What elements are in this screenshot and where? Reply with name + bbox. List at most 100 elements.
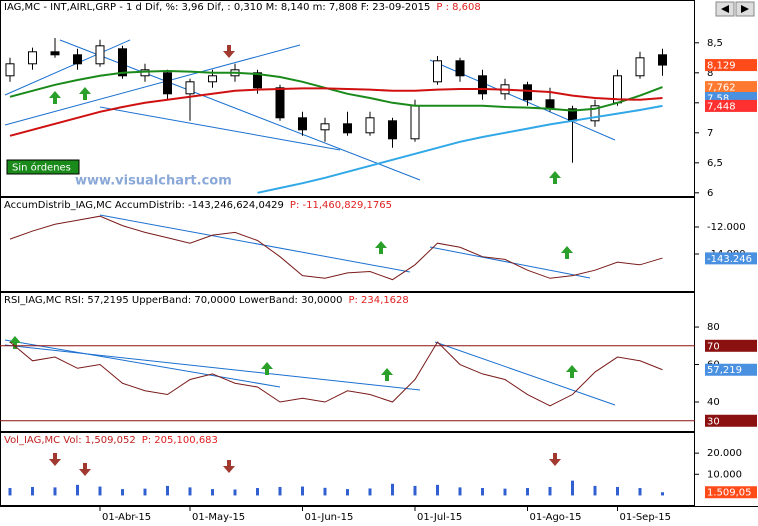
x-tick-label: 01-May-15 [192,512,245,523]
trend-line [429,246,591,279]
up-arrow [79,87,91,100]
x-tick-label: 01-Jul-15 [417,512,462,523]
y-tick-label: 6 [707,188,713,199]
volume-bar [76,484,79,496]
up-arrow [561,246,573,259]
value-badge [705,252,757,265]
candle-body [253,72,262,89]
volume-bar [166,485,169,496]
y-tick-label: 80 [707,322,720,333]
signal-arrows [9,45,578,476]
down-arrow [223,45,235,58]
volume-bar [548,486,552,496]
volume-bar [458,487,462,496]
volume-bar [301,486,304,496]
value-badge [705,81,757,94]
value-badge [705,414,757,427]
button-icons [721,5,749,13]
volume-bar [143,488,147,496]
down-arrow [49,453,61,466]
panel-title: IAG,MC - INT,AIRL,GRP - 1 d Dif, %: 3,96… [4,2,430,13]
candle-body [320,123,330,131]
candle-body [118,48,127,77]
panel-title: Vol_IAG,MC Vol: 1,509,052 [4,435,136,446]
candle-body [388,120,397,140]
buy-arrows [9,87,578,381]
value-badge-label: -143.246 [707,254,752,265]
sell-arrows [49,45,561,476]
candle-body [73,54,82,65]
orders-button-label[interactable]: Sin órdenes [12,162,71,174]
rsi-panel [0,292,695,432]
y-tick-label: 7 [707,128,713,139]
value-badge [705,99,757,112]
moving-average [257,104,663,194]
up-arrow [549,171,561,184]
y-tick-label: -12.000 [707,222,746,233]
volume-bar [98,486,102,496]
candle-body [208,75,217,83]
moving-average [9,69,663,112]
down-arrow [79,463,91,476]
volume-bar [346,489,349,496]
value-badge [705,339,757,352]
down-arrow [549,453,561,466]
up-arrow [381,368,393,381]
value-badge-label: 7,762 [707,83,736,94]
volume-bar [391,483,394,496]
volume-bar [368,488,372,496]
up-arrow [49,91,61,104]
value-badge-label: 7,58 [707,94,729,105]
volume-bar [31,486,34,496]
price-panel [0,0,695,197]
value-badge [705,59,757,72]
volume-bar [8,488,12,496]
volume-bar [413,485,417,496]
candle-body [590,105,600,122]
trend-lines [4,39,616,406]
value-badge-label: 8,129 [707,61,736,72]
volume-bar [481,488,484,496]
x-tick-label: 01-Abr-15 [102,512,151,523]
volume-bar [436,484,439,496]
candle-body [545,99,555,110]
panel-header: RSI_IAG,MC RSI: 57,2195 UpperBand: 70,00… [4,295,409,306]
candle-body [50,51,60,56]
y-tick-label: 8 [707,68,713,79]
trend-line [99,106,341,151]
candle-body [298,117,307,131]
candle-body [658,54,667,66]
volume-bar [188,487,192,496]
volume-bar [571,480,574,496]
value-badge-label: 30 [707,416,720,427]
up-arrow [9,336,21,349]
down-arrow [223,460,235,473]
volume-bar [616,486,619,496]
candle-body [478,75,487,95]
x-tick-label: 01-Jun-15 [305,512,354,523]
panel-header: Vol_IAG,MC Vol: 1,509,052 P: 205,100,683 [4,435,218,446]
volume-bar [593,485,597,496]
value-badge-label: 1.509,05 [707,488,752,499]
candle-body [410,105,420,140]
panel-title: RSI_IAG,MC RSI: 57,2195 UpperBand: 70,00… [4,295,342,306]
panel-title-extra: P : 8,608 [436,2,480,13]
orders-button[interactable] [6,159,80,175]
value-badge [705,363,757,376]
moving-average [9,87,663,137]
y-tick-label: 6,5 [707,158,723,169]
panel-title-extra: P: 205,100,683 [142,435,218,446]
window-buttons[interactable] [715,1,755,17]
y-tick-label: 8,5 [707,38,723,49]
volume-bar [323,487,327,496]
panel-title-extra: P: 234,1628 [348,295,408,306]
trend-line [4,339,281,388]
trend-line [4,344,421,391]
volume-bar [53,487,57,496]
x-tick-label: 01-Ago-15 [530,512,582,523]
up-arrow [375,241,387,254]
candle-body [28,51,37,65]
candle-body [433,60,442,83]
